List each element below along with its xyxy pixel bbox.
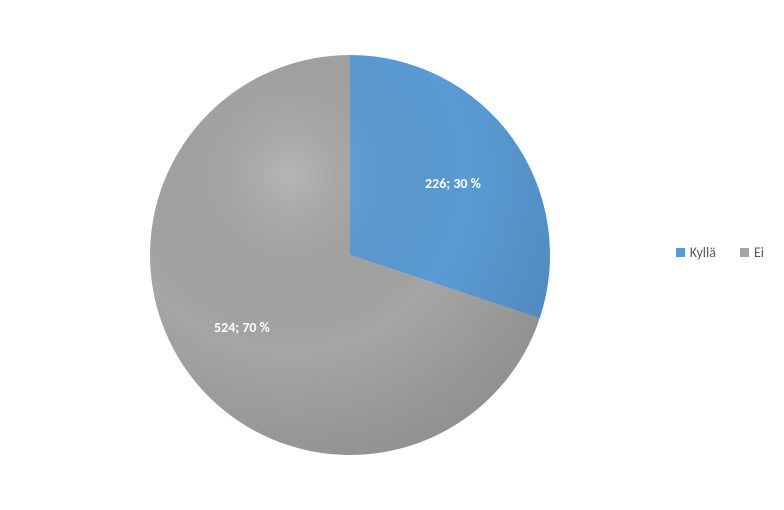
legend-label-0: Kyllä <box>690 244 716 261</box>
legend-item-1: Ei <box>740 244 764 261</box>
legend-swatch-0 <box>676 248 685 257</box>
pie-chart: 226; 30 % 524; 70 % Kyllä Ei <box>0 0 784 510</box>
legend-swatch-1 <box>740 248 749 257</box>
pie-plot-area: 226; 30 % 524; 70 % <box>150 55 550 455</box>
legend-item-0: Kyllä <box>676 244 716 261</box>
slice-label-1: 524; 70 % <box>214 319 270 336</box>
legend-label-1: Ei <box>754 244 764 261</box>
pie-shading <box>150 55 550 455</box>
pie-svg <box>150 55 550 455</box>
legend: Kyllä Ei <box>676 244 764 261</box>
slice-label-0: 226; 30 % <box>425 175 481 192</box>
